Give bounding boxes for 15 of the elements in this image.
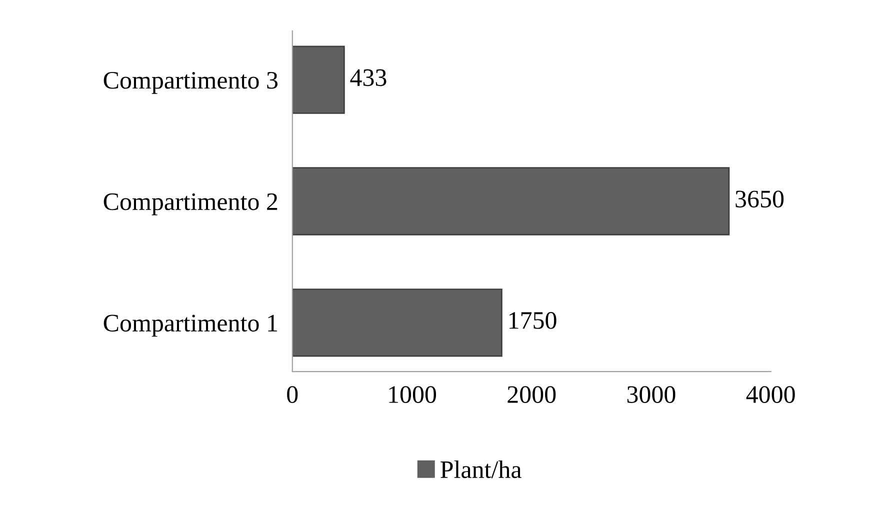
data-label: 3650	[736, 190, 784, 208]
x-tick-label: 0	[287, 386, 298, 404]
x-tick-label: 4000	[746, 386, 795, 404]
x-tick-label: 2000	[508, 386, 556, 404]
data-label: 1750	[509, 312, 556, 329]
y-tick-label: Compartimento 2	[104, 193, 278, 216]
legend-label: Plant/ha	[440, 460, 522, 478]
y-tick-label: Compartimento 1	[104, 314, 277, 337]
bar	[292, 46, 345, 114]
x-tick-label: 1000	[389, 386, 436, 404]
x-tick-label: 3000	[627, 386, 676, 404]
bar	[292, 288, 502, 357]
y-tick-label: Compartimento 3	[104, 72, 278, 94]
data-label: 433	[350, 69, 386, 86]
bar	[292, 167, 730, 236]
